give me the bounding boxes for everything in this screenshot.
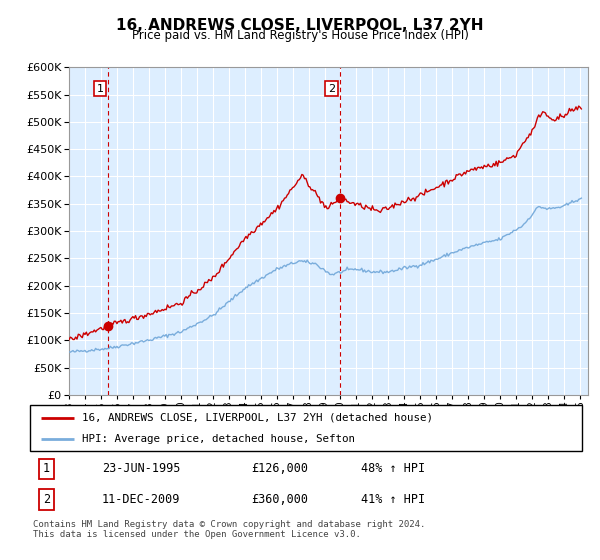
Text: HPI: Average price, detached house, Sefton: HPI: Average price, detached house, Seft…: [82, 435, 355, 444]
Text: £126,000: £126,000: [251, 462, 308, 475]
Text: 11-DEC-2009: 11-DEC-2009: [102, 493, 180, 506]
Text: Price paid vs. HM Land Registry's House Price Index (HPI): Price paid vs. HM Land Registry's House …: [131, 29, 469, 42]
Text: £360,000: £360,000: [251, 493, 308, 506]
Text: 48% ↑ HPI: 48% ↑ HPI: [361, 462, 425, 475]
Text: 1: 1: [43, 462, 50, 475]
Text: Contains HM Land Registry data © Crown copyright and database right 2024.
This d: Contains HM Land Registry data © Crown c…: [33, 520, 425, 539]
Text: 23-JUN-1995: 23-JUN-1995: [102, 462, 180, 475]
Text: 2: 2: [328, 83, 335, 94]
Text: 16, ANDREWS CLOSE, LIVERPOOL, L37 2YH: 16, ANDREWS CLOSE, LIVERPOOL, L37 2YH: [116, 18, 484, 33]
Text: 41% ↑ HPI: 41% ↑ HPI: [361, 493, 425, 506]
Text: 1: 1: [97, 83, 104, 94]
Text: 16, ANDREWS CLOSE, LIVERPOOL, L37 2YH (detached house): 16, ANDREWS CLOSE, LIVERPOOL, L37 2YH (d…: [82, 413, 433, 423]
Text: 2: 2: [43, 493, 50, 506]
